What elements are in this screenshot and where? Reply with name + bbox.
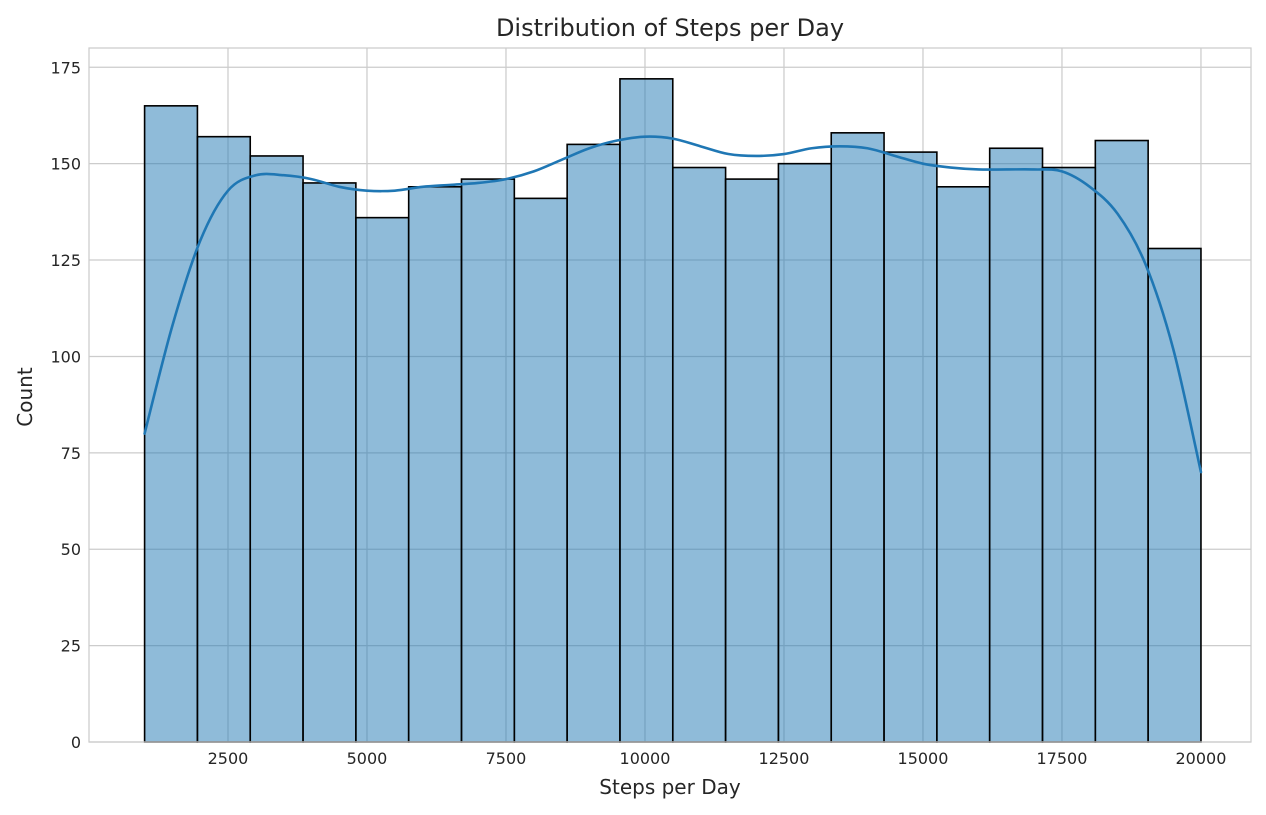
y-tick-label: 25 xyxy=(61,637,81,656)
x-tick-label: 12500 xyxy=(759,749,810,768)
histogram-bar xyxy=(936,186,991,743)
y-axis-label: Count xyxy=(13,367,37,427)
histogram-bar xyxy=(143,105,199,743)
y-tick-label: 0 xyxy=(71,733,81,752)
y-tick-label: 75 xyxy=(61,444,81,463)
y-tick-label: 100 xyxy=(50,347,81,366)
plot-frame xyxy=(88,47,1252,743)
y-tick-label: 50 xyxy=(61,540,81,559)
histogram-bars xyxy=(143,78,1202,743)
histogram-bar xyxy=(460,178,516,743)
y-axis-ticks: 0 25 50 75 100 125 150 175 xyxy=(50,58,81,752)
x-tick-label: 2500 xyxy=(208,749,249,768)
histogram-bar xyxy=(302,182,357,743)
histogram-bar xyxy=(883,151,938,743)
x-tick-label: 10000 xyxy=(620,749,671,768)
x-axis-label: Steps per Day xyxy=(599,775,741,799)
histogram-bar xyxy=(513,197,568,743)
y-tick-label: 150 xyxy=(50,155,81,174)
x-axis-ticks: 2500 5000 7500 10000 12500 15000 17500 20000 xyxy=(208,749,1227,768)
x-tick-label: 17500 xyxy=(1037,749,1088,768)
kde-line xyxy=(143,135,1203,474)
histogram-bar xyxy=(1094,139,1149,743)
histogram-bar xyxy=(1041,166,1097,743)
x-tick-label: 7500 xyxy=(486,749,527,768)
histogram-bar xyxy=(777,162,833,743)
histogram-bar xyxy=(988,147,1044,743)
histogram-bar xyxy=(566,143,621,743)
histogram-bar xyxy=(671,166,727,743)
histogram-bar xyxy=(724,178,780,743)
kde-curve-layer xyxy=(143,135,1203,474)
y-tick-label: 175 xyxy=(50,58,81,77)
chart-title: Distribution of Steps per Day xyxy=(496,14,844,42)
x-tick-label: 20000 xyxy=(1176,749,1227,768)
histogram-bar xyxy=(407,186,463,743)
histogram-bar xyxy=(249,155,304,743)
y-tick-label: 125 xyxy=(50,251,81,270)
x-tick-label: 5000 xyxy=(347,749,388,768)
histogram-bar xyxy=(1147,247,1202,743)
histogram-bar xyxy=(830,132,885,743)
histogram-bar xyxy=(355,216,410,743)
x-tick-label: 15000 xyxy=(898,749,949,768)
histogram-bar xyxy=(619,78,674,743)
